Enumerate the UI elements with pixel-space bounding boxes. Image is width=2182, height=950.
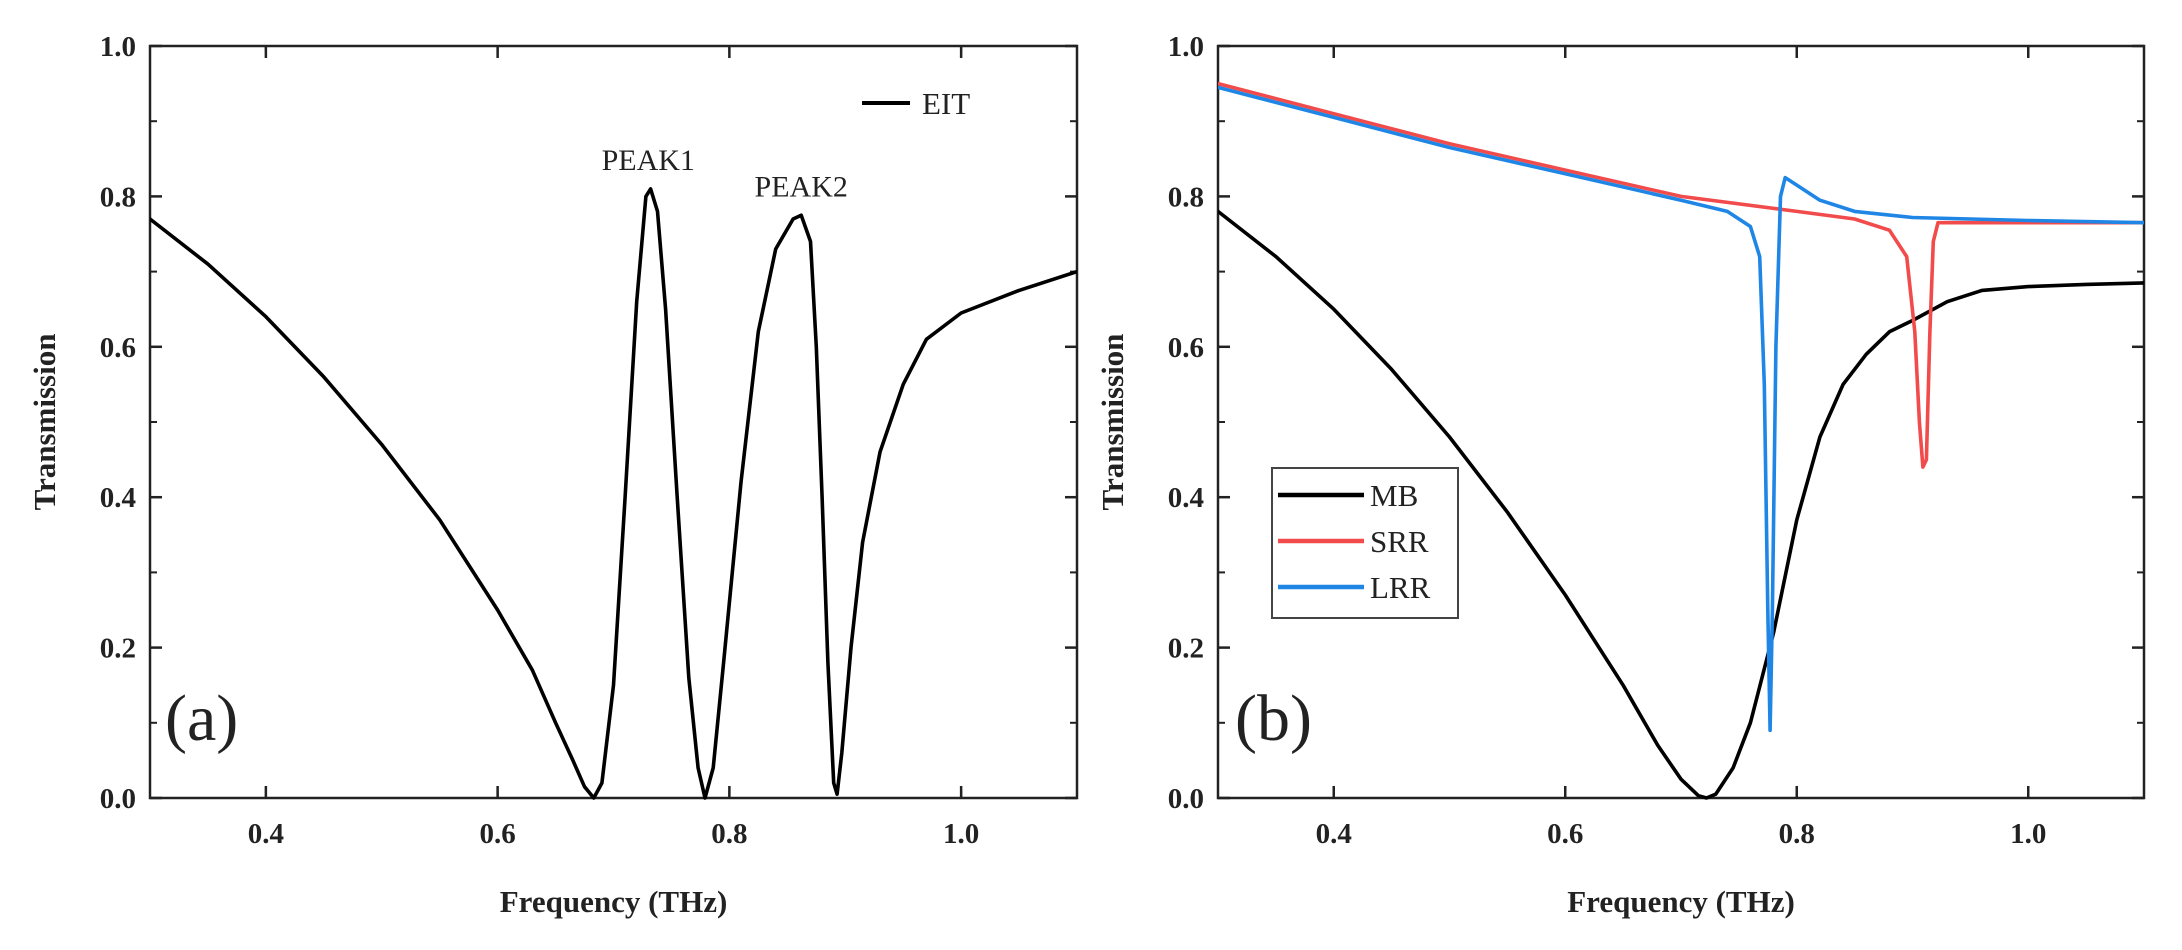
plot-frame xyxy=(1216,44,2146,800)
legend-label: EIT xyxy=(922,86,970,121)
series-line-lrr xyxy=(1218,85,2144,733)
legend-label: MB xyxy=(1370,478,1418,513)
x-axis-title: Frequency (THz) xyxy=(500,884,728,919)
y-tick-label: 1.0 xyxy=(1168,31,1204,63)
y-tick-label: 0.8 xyxy=(1168,181,1204,213)
y-axis-title: Transmission xyxy=(27,334,62,511)
legend: MB SRR LRR xyxy=(1271,467,1459,619)
panel-label: (a) xyxy=(165,682,238,755)
y-tick-label: 0.6 xyxy=(1168,332,1204,364)
x-tick-label: 0.4 xyxy=(248,818,284,850)
legend: EIT xyxy=(862,86,970,121)
legend-label: SRR xyxy=(1370,524,1429,559)
y-tick-label: 0.0 xyxy=(100,783,136,815)
y-tick-label: 0.2 xyxy=(1168,633,1204,665)
peak-annotation: PEAK2 xyxy=(755,170,848,203)
x-axis-title: Frequency (THz) xyxy=(1567,884,1795,919)
y-tick-label: 1.0 xyxy=(100,31,136,63)
series-group xyxy=(1218,81,2144,800)
x-tick-label: 1.0 xyxy=(2010,818,2046,850)
series-group xyxy=(150,187,1077,800)
y-tick-label: 0.8 xyxy=(100,181,136,213)
y-tick-label: 0.4 xyxy=(100,482,136,514)
panel-b-chart: 0.4 0.6 0.8 1.0 0.0 0.2 0.4 0.6 0.8 1.0 Frequency … xyxy=(1095,31,2146,919)
x-tick-label: 0.4 xyxy=(1316,818,1352,850)
y-tick-label: 0.6 xyxy=(100,332,136,364)
panel-label: (b) xyxy=(1235,682,1312,755)
y-tick-label: 0.2 xyxy=(100,633,136,665)
series-line-mb xyxy=(1218,209,2144,800)
y-tick-label: 0.0 xyxy=(1168,783,1204,815)
x-tick-label: 0.6 xyxy=(480,818,516,850)
y-axis-title: Transmission xyxy=(1095,334,1130,511)
panel-a-chart: 0.4 0.6 0.8 1.0 0.0 0.2 0.4 0.6 0.8 1.0 Frequency … xyxy=(27,31,1079,919)
x-tick-label: 0.8 xyxy=(711,818,747,850)
x-tick-label: 1.0 xyxy=(943,818,979,850)
peak-annotation: PEAK1 xyxy=(602,144,695,177)
x-tick-label: 0.6 xyxy=(1547,818,1583,850)
series-line-eit xyxy=(150,187,1077,800)
series-line-srr xyxy=(1218,81,2144,469)
y-tick-label: 0.4 xyxy=(1168,482,1204,514)
legend-label: LRR xyxy=(1370,570,1431,605)
x-tick-label: 0.8 xyxy=(1779,818,1815,850)
